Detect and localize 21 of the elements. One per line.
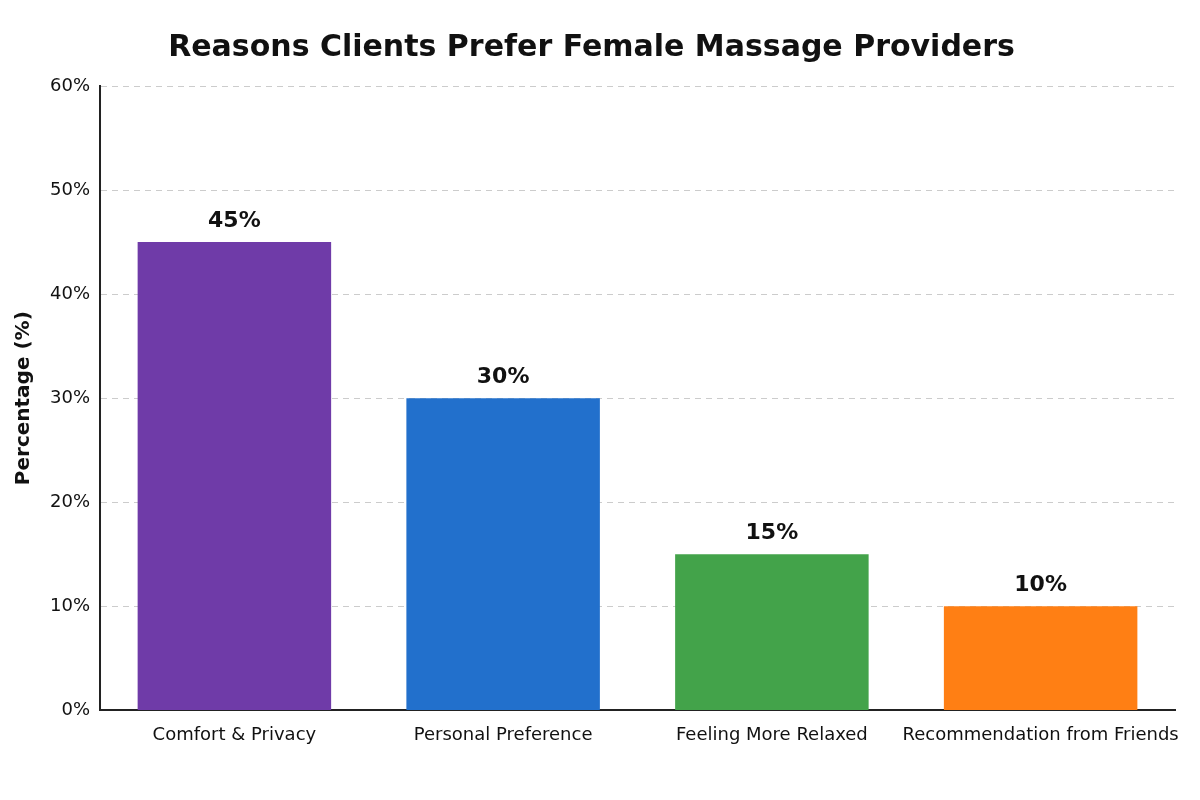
y-tick-label: 60% [49,73,91,95]
bar [943,606,1138,710]
bar [137,242,332,710]
data-label: 10% [1014,571,1067,597]
y-tick-label: 20% [49,489,91,511]
data-label: 45% [208,206,261,232]
chart-title: Reasons Clients Prefer Female Massage Providers [168,27,1015,63]
x-tick-label: Feeling More Relaxed [675,722,868,744]
y-tick-label: 10% [49,594,91,616]
x-tick-label: Comfort & Privacy [152,722,317,744]
y-tick-label: 0% [61,698,91,720]
bar [675,554,869,710]
y-tick-label: 30% [49,385,91,407]
bar [406,398,600,710]
data-label: 30% [476,362,530,388]
y-tick-label: 50% [49,177,91,199]
data-label: 15% [745,519,799,545]
x-tick-label: Recommendation from Friends [902,722,1179,744]
x-tick-label: Personal Preference [413,722,593,744]
y-tick-label: 40% [49,281,91,303]
y-axis-title: Percentage (%) [10,311,35,486]
